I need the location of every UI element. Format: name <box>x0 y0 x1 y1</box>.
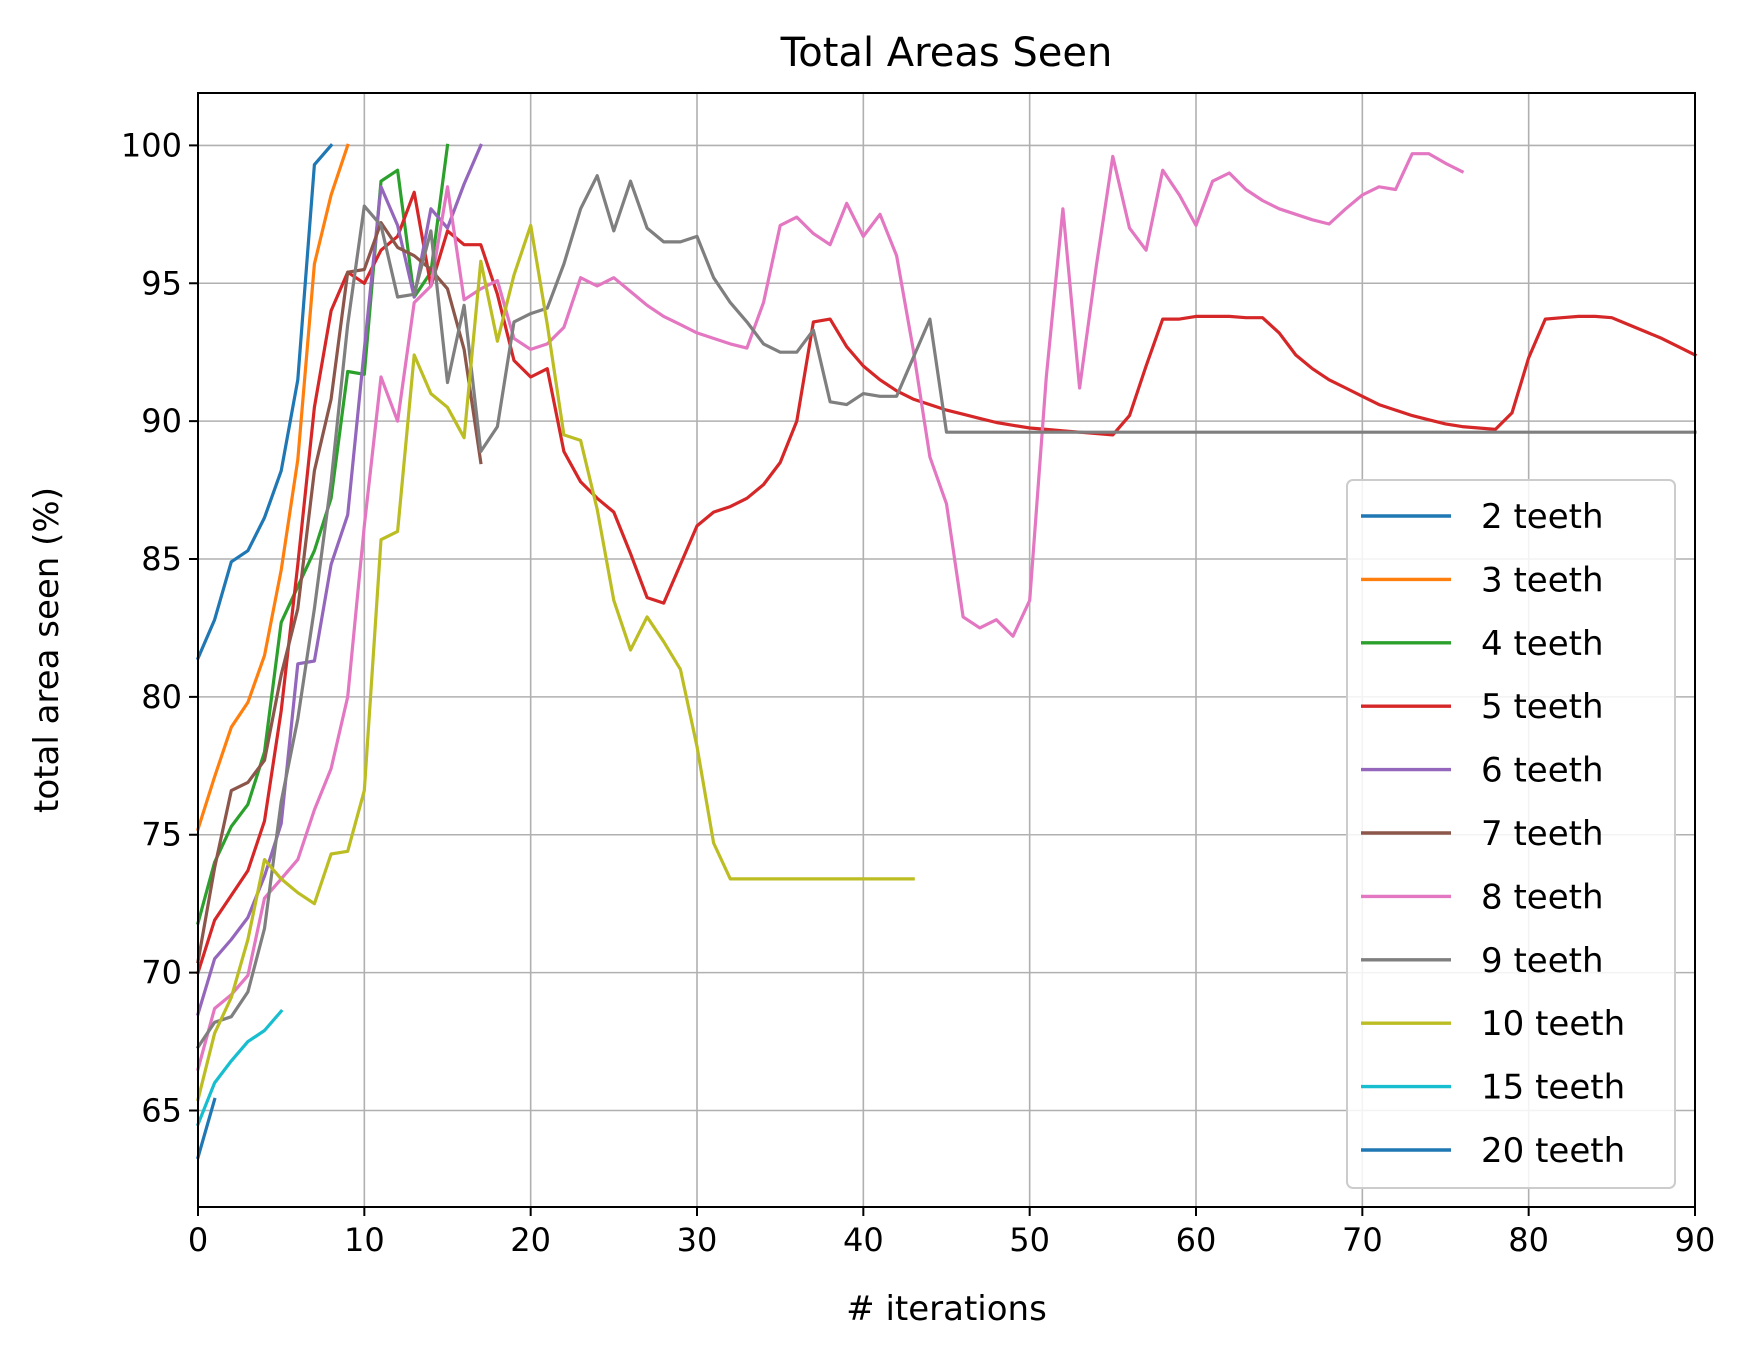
x-tick-label: 70 <box>1342 1221 1383 1259</box>
legend-label: 6 teeth <box>1481 751 1604 791</box>
x-tick-label: 60 <box>1176 1221 1217 1259</box>
x-tick-label: 0 <box>188 1221 208 1259</box>
series-lines <box>195 143 1698 1160</box>
legend-box <box>1346 479 1676 1189</box>
x-tick-label: 80 <box>1508 1221 1549 1259</box>
series-line-5 <box>196 143 483 1016</box>
y-tick-label: 95 <box>141 264 182 302</box>
legend-label: 9 teeth <box>1481 941 1604 981</box>
series-line-11 <box>196 1097 217 1160</box>
x-tick-label: 20 <box>510 1221 551 1259</box>
x-tick-label: 90 <box>1675 1221 1716 1259</box>
x-axis-label: # iterations <box>846 1289 1047 1329</box>
y-tick-label: 80 <box>141 678 182 716</box>
series-line-7 <box>196 152 1465 1072</box>
legend-label: 20 teeth <box>1481 1131 1625 1171</box>
x-tick-label: 30 <box>677 1221 718 1259</box>
y-tick-label: 65 <box>141 1091 182 1129</box>
series-line-10 <box>195 1008 284 1127</box>
legend-label: 5 teeth <box>1481 687 1604 727</box>
y-axis-label: total area seen (%) <box>27 487 67 813</box>
y-tick-label: 70 <box>141 954 182 992</box>
series-line-8 <box>195 174 1697 1050</box>
axis-ticks: 0 10 20 30 40 50 60 70 80 90 65 70 75 80 85 90 95 100 <box>121 126 1715 1259</box>
legend-label: 7 teeth <box>1481 814 1604 854</box>
series-line-1 <box>195 143 334 661</box>
series-line-2 <box>195 143 350 832</box>
series-line-9 <box>196 223 915 1102</box>
legend-label: 10 teeth <box>1481 1004 1625 1044</box>
x-tick-label: 40 <box>843 1221 884 1259</box>
y-tick-label: 90 <box>141 402 182 440</box>
series-line-4 <box>195 190 1698 975</box>
x-tick-label: 50 <box>1009 1221 1050 1259</box>
legend-label: 3 teeth <box>1481 560 1604 600</box>
legend-label: 2 teeth <box>1481 497 1604 537</box>
chart-title: Total Areas Seen <box>780 30 1113 76</box>
y-tick-label: 85 <box>141 540 182 578</box>
y-tick-label: 75 <box>141 816 182 854</box>
series-line-3 <box>196 143 450 925</box>
legend-label: 4 teeth <box>1481 624 1604 664</box>
legend-label: 8 teeth <box>1481 877 1604 917</box>
legend: 2 teeth 3 teeth 4 teeth 5 teeth 6 teeth 7 tee… <box>1346 479 1676 1189</box>
y-tick-label: 100 <box>121 126 182 164</box>
legend-label: 15 teeth <box>1481 1068 1625 1108</box>
x-tick-label: 10 <box>344 1221 385 1259</box>
plot-frame <box>197 92 1696 1208</box>
